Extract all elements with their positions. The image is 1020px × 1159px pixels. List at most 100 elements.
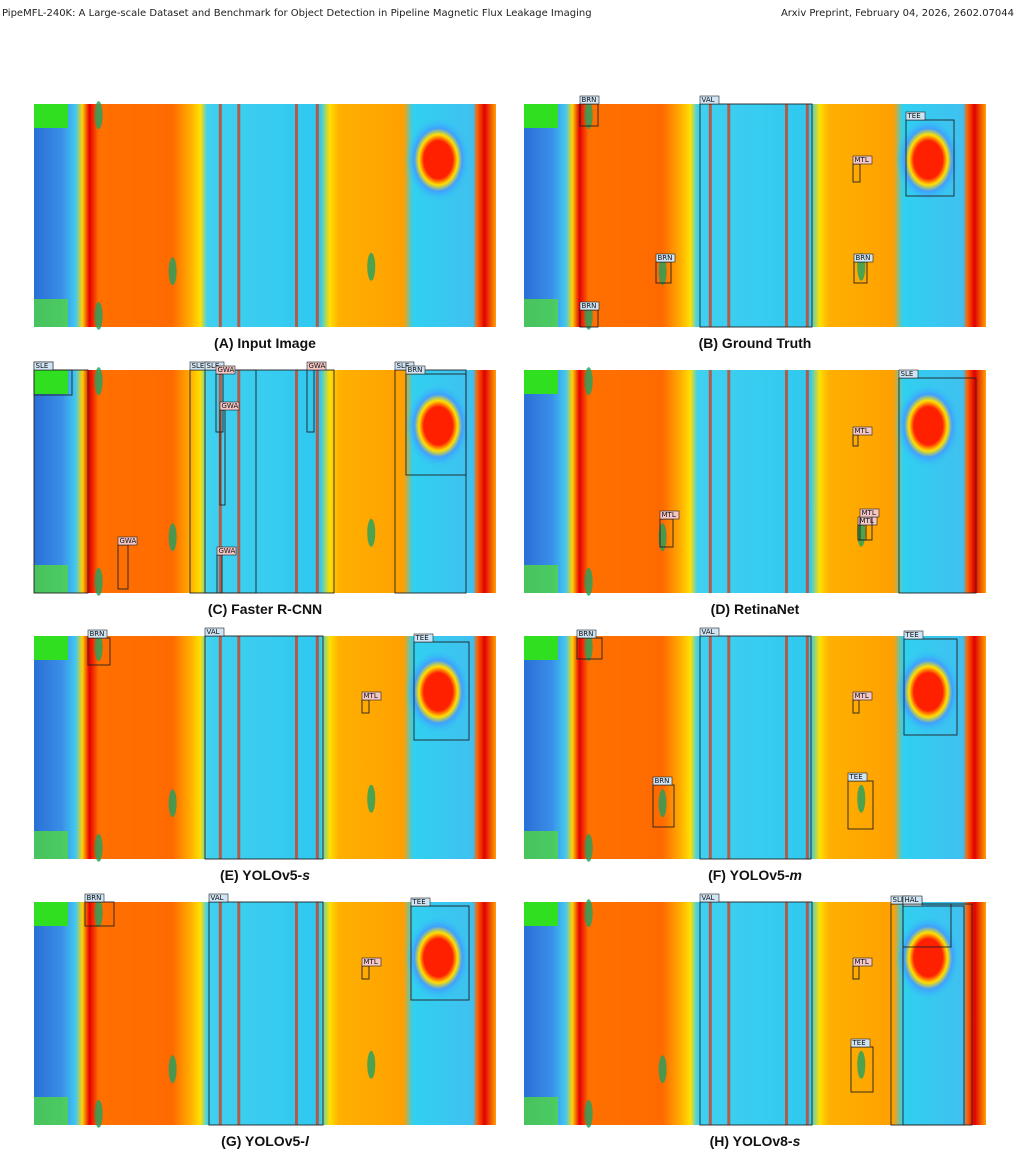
heatmap-detail xyxy=(295,902,299,1125)
box-label-bg xyxy=(699,893,720,903)
bounding-box xyxy=(699,901,813,1126)
heatmap-detail xyxy=(34,565,68,593)
heatmap-detail xyxy=(708,902,712,1125)
heatmap-detail xyxy=(896,915,961,1000)
heatmap-detail xyxy=(524,1097,558,1125)
caption-variant: s xyxy=(793,1133,801,1149)
box-label-bg xyxy=(576,629,597,639)
heatmap-detail xyxy=(524,636,558,660)
caption-variant: l xyxy=(305,1133,310,1149)
box-label: GWA xyxy=(309,362,326,370)
box-label: MTL xyxy=(855,156,869,164)
box-label-bg xyxy=(84,893,105,903)
heatmap-detail xyxy=(896,383,961,468)
heatmap-detail xyxy=(367,784,376,813)
box-label-bg xyxy=(361,691,382,701)
heatmap-detail xyxy=(658,523,667,552)
bounding-box xyxy=(902,905,965,1126)
box-label: SLE xyxy=(901,370,914,378)
bounding-box xyxy=(898,377,977,594)
box-label: VAL xyxy=(702,96,715,104)
heatmap-detail xyxy=(406,383,471,468)
box-label: BRN xyxy=(90,630,105,638)
heatmap-detail xyxy=(584,1099,593,1128)
box-label-bg xyxy=(898,369,919,379)
bounding-box xyxy=(394,369,467,594)
box-label: BRN xyxy=(87,894,102,902)
box-label: SLE xyxy=(893,896,906,904)
heatmap-detail xyxy=(34,636,68,660)
box-label: HAL xyxy=(905,896,919,904)
figure-panel: BRN VAL TEE MTL xyxy=(34,627,496,862)
heatmap-detail xyxy=(237,104,241,327)
figure-caption: (G) YOLOv5-l xyxy=(221,1133,310,1149)
heatmap-detail xyxy=(218,636,222,859)
figure-caption: (C) Faster R-CNN xyxy=(208,601,322,617)
figure-panel: BRN VAL TEE MTL BRN TEE xyxy=(524,627,986,862)
box-label: VAL xyxy=(702,628,715,636)
heatmap-detail xyxy=(94,833,103,862)
heatmap-detail xyxy=(785,636,789,859)
heatmap-detail xyxy=(584,567,593,596)
box-label: GWA xyxy=(222,402,239,410)
box-label: BRN xyxy=(582,96,597,104)
figure-panel: BRN VAL TEE MTL BRN BRN BRN xyxy=(524,95,986,330)
box-label: SLE xyxy=(397,362,410,370)
heatmap-detail xyxy=(857,1050,866,1079)
box-label: SLE xyxy=(207,362,220,370)
caption-text: (H) YOLOv8- xyxy=(710,1133,793,1149)
box-label: BRN xyxy=(658,254,673,262)
box-label: MTL xyxy=(855,692,869,700)
figure-caption: (H) YOLOv8-s xyxy=(710,1133,801,1149)
heatmap-detail xyxy=(708,636,712,859)
bounding-box xyxy=(902,903,952,948)
heatmap-detail xyxy=(785,902,789,1125)
box-label: GWA xyxy=(218,366,235,374)
box-label-bg xyxy=(852,426,873,436)
bounding-box xyxy=(905,119,955,197)
box-label: MTL xyxy=(860,517,874,525)
bounding-box xyxy=(405,373,467,476)
figure-caption: (F) YOLOv5-m xyxy=(708,867,802,883)
box-label-bg xyxy=(847,772,868,782)
box-label-bg xyxy=(655,253,676,263)
running-header: PipeMFL-240K: A Large-scale Dataset and … xyxy=(2,8,592,19)
heatmap-detail xyxy=(708,104,712,327)
bounding-box xyxy=(903,638,958,736)
caption-text: (C) Faster R-CNN xyxy=(208,601,322,617)
heatmap-detail xyxy=(406,117,471,202)
heatmap-detail xyxy=(727,636,731,859)
heatmap-detail xyxy=(658,1055,667,1084)
box-label: BRN xyxy=(582,302,597,310)
heatmap-detail xyxy=(857,784,866,813)
heatmap-detail xyxy=(367,518,376,547)
caption-text: (D) RetinaNet xyxy=(711,601,800,617)
box-label: TEE xyxy=(852,1039,866,1047)
heatmap-detail xyxy=(785,370,789,593)
heatmap-detail xyxy=(237,636,241,859)
box-label-bg xyxy=(852,957,873,967)
box-label-bg xyxy=(852,155,873,165)
box-label-bg xyxy=(361,957,382,967)
figure-caption: (D) RetinaNet xyxy=(711,601,800,617)
box-label-bg xyxy=(216,546,237,556)
box-label: MTL xyxy=(862,509,876,517)
box-label-bg xyxy=(902,895,923,905)
box-label-bg xyxy=(413,633,434,643)
heatmap-detail xyxy=(218,902,222,1125)
figure-panel: SLESLEGWASLESLEGWAGWAGWAGWASLEBRN xyxy=(33,361,496,596)
heatmap-detail xyxy=(727,902,731,1125)
box-label: TEE xyxy=(849,773,863,781)
figure-panel xyxy=(34,101,496,330)
box-label: BRN xyxy=(408,366,423,374)
box-label-bg xyxy=(850,1038,871,1048)
running-header: Arxiv Preprint, February 04, 2026, 2602.… xyxy=(781,8,1014,19)
box-label-bg xyxy=(652,776,673,786)
heatmap-detail xyxy=(218,104,222,327)
heatmap-detail xyxy=(524,902,558,926)
box-label: MTL xyxy=(855,427,869,435)
heatmap-detail xyxy=(168,1055,177,1084)
box-label-bg xyxy=(219,401,240,411)
caption-text: (E) YOLOv5- xyxy=(220,867,303,883)
